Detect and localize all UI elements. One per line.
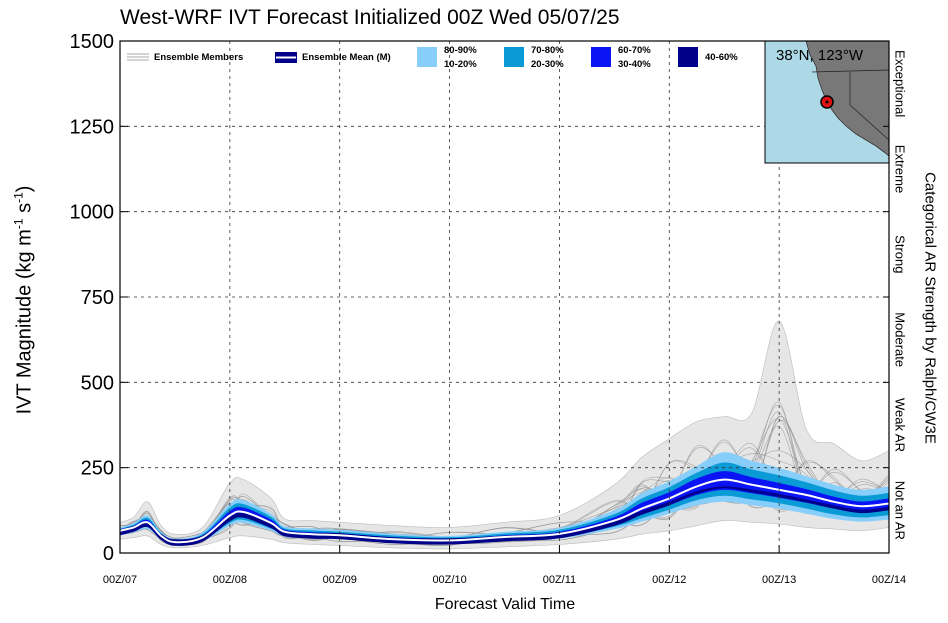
band3-swatch [591, 47, 611, 67]
x-tick-label: 00Z/13 [762, 574, 796, 586]
ar-category-label: Moderate [893, 312, 908, 367]
x-tick-label: 00Z/10 [432, 574, 466, 586]
members-swatch-icon [127, 53, 149, 61]
inset-border-line [811, 69, 890, 73]
x-tick-label: 00Z/08 [213, 574, 247, 586]
legend-band4-label: 40-60% [705, 52, 738, 63]
legend-item-mean: Ensemble Mean (M) [275, 44, 425, 74]
ar-category-label: Strong [893, 235, 908, 273]
legend-item-band1: 80-90% 10-20% [417, 44, 497, 74]
x-tick-label: 00Z/09 [323, 574, 357, 586]
y-tick-label: 500 [81, 372, 114, 394]
legend-item-band4: 40-60% [678, 44, 758, 74]
legend-band2-top: 70-80% [531, 45, 564, 56]
legend-item-band3: 60-70% 30-40% [591, 44, 671, 74]
ar-category-axis: Not an AR Weak AR Moderate Strong Extreme Exc… [883, 50, 908, 540]
ar-category-label: Not an AR [893, 481, 908, 540]
ar-category-label: Exceptional [893, 50, 908, 117]
inset-state-line-2 [849, 104, 890, 141]
legend-band3-bottom: 30-40% [618, 59, 651, 70]
y-tick-label: 250 [81, 458, 114, 480]
legend-members-label: Ensemble Members [154, 52, 244, 63]
legend-item-band2: 70-80% 20-30% [504, 44, 584, 74]
inset-location-label: 38°N, 123°W [776, 47, 864, 64]
mean-swatch-icon [275, 52, 297, 63]
y-tick-label: 0 [103, 543, 114, 565]
location-marker-center [825, 100, 829, 104]
ar-category-label: Extreme [893, 145, 908, 193]
legend-item-members: Ensemble Members [127, 44, 267, 74]
x-tick-label: 00Z/11 [543, 574, 576, 586]
y-tick-label: 1250 [70, 116, 115, 138]
chart-title: West-WRF IVT Forecast Initialized 00Z We… [120, 6, 620, 29]
x-axis-label: Forecast Valid Time [434, 596, 576, 613]
axes: 0 250 500 750 1000 1250 1500 00Z/07 00Z/08 00Z/09… [70, 31, 907, 586]
y-tick-label: 750 [81, 287, 114, 309]
band1-swatch [417, 47, 437, 67]
x-tick-label: 00Z/12 [652, 574, 686, 586]
band-30-70 [120, 471, 889, 544]
band2-swatch [504, 47, 524, 67]
plot-area [120, 320, 889, 550]
legend-band1-bottom: 10-20% [444, 59, 477, 70]
x-tick-label: 00Z/14 [872, 574, 906, 586]
y-tick-label: 1000 [70, 202, 115, 224]
ar-category-label: Weak AR [893, 398, 908, 452]
legend-band3-top: 60-70% [618, 45, 651, 56]
legend-mean-label: Ensemble Mean (M) [302, 52, 391, 63]
location-inset-map [764, 40, 890, 164]
band4-swatch [678, 47, 698, 67]
y-tick-label: 1500 [70, 31, 115, 53]
legend-band2-bottom: 20-30% [531, 59, 564, 70]
legend-band1-top: 80-90% [444, 45, 477, 56]
x-tick-label: 00Z/07 [103, 574, 137, 586]
